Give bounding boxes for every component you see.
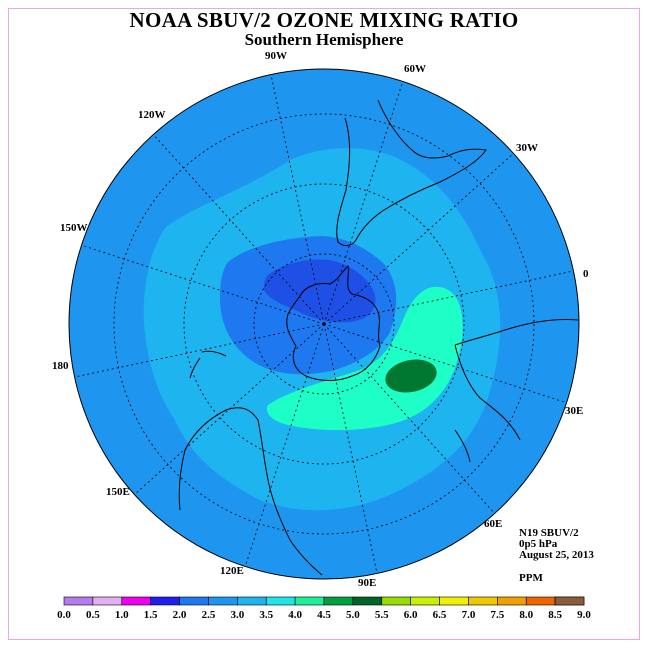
colorbar-segment <box>150 596 180 606</box>
colorbar-tick-label: 2.0 <box>172 609 187 621</box>
colorbar-segment <box>381 596 411 606</box>
ozone-region-3-5 <box>266 286 463 431</box>
lon-label-120e: 120E <box>220 565 244 577</box>
lon-label-150e: 150E <box>106 486 130 498</box>
colorbar-segment <box>179 596 209 606</box>
colorbar-tick-label: 3.5 <box>259 609 274 621</box>
colorbar-segment <box>294 596 325 606</box>
colorbar-tick-label: 4.0 <box>288 609 302 621</box>
colorbar-segment <box>121 596 151 606</box>
map-title: NOAA SBUV/2 OZONE MIXING RATIO <box>129 8 519 32</box>
lon-label-60w: 60W <box>404 63 426 75</box>
colorbar-segment <box>468 596 498 606</box>
colorbar-segment <box>525 596 556 606</box>
colorbar-tick-label: 9.0 <box>577 609 591 621</box>
colorbar-segment <box>497 596 527 606</box>
ozone-region-4-5 <box>385 359 437 393</box>
colorbar-tick-label: 1.5 <box>143 609 158 621</box>
colorbar-segment <box>323 596 354 606</box>
units-label: PPM <box>519 572 543 584</box>
colorbar-tick-label: 8.0 <box>519 609 534 621</box>
madagascar-coastline <box>454 429 471 463</box>
colorbar-segment <box>410 596 440 606</box>
colorbar-tick-label: 5.5 <box>374 609 389 621</box>
colorbar <box>63 596 585 606</box>
colorbar-tick-label: 3.0 <box>230 609 245 621</box>
australia-coastline <box>178 407 323 576</box>
satellite-label: N19 SBUV/2 <box>519 527 579 539</box>
antarctica-coastline <box>286 264 381 381</box>
colorbar-segment <box>237 596 267 606</box>
colorbar-segment <box>92 596 123 606</box>
colorbar-tick-label: 1.0 <box>114 609 129 621</box>
lon-label-90e: 90E <box>358 577 377 589</box>
lon-label-90w: 90W <box>265 50 287 62</box>
colorbar-tick-label: 4.5 <box>317 609 331 621</box>
lon-label-30w: 30W <box>516 142 538 154</box>
colorbar-segment <box>554 596 585 606</box>
lon-label-30e: 30E <box>565 405 584 417</box>
colorbar-tick-label: 6.0 <box>403 609 418 621</box>
lon-label-180: 180 <box>52 360 69 372</box>
colorbar-tick-label: 6.5 <box>432 609 447 621</box>
colorbar-tick-label: 0.5 <box>86 609 100 621</box>
colorbar-segment <box>265 596 296 606</box>
lon-label-150w: 150W <box>60 222 88 234</box>
colorbar-segment <box>439 596 469 606</box>
colorbar-tick-label: 8.5 <box>548 609 562 621</box>
africa-coastline <box>454 319 579 441</box>
colorbar-segment <box>208 596 238 606</box>
colorbar-tick-label: 0.0 <box>57 609 71 621</box>
level-label: 0p5 hPa <box>519 538 558 550</box>
map-subtitle: Southern Hemisphere <box>244 30 404 49</box>
date-label: August 25, 2013 <box>519 549 594 561</box>
colorbar-segment <box>352 596 383 606</box>
colorbar-tick-label: 2.5 <box>201 609 216 621</box>
new-zealand-coastline <box>189 350 227 379</box>
colorbar-tick-label: 5.0 <box>346 609 360 621</box>
lon-label-60e: 60E <box>484 518 503 530</box>
map-border <box>68 68 580 580</box>
figure-frame <box>8 8 640 640</box>
colorbar-segment <box>63 596 94 606</box>
lon-label-0: 0 <box>583 268 589 280</box>
colorbar-tick-label: 7.5 <box>490 609 505 621</box>
graticule-circles <box>113 113 535 535</box>
colorbar-tick-label: 7.0 <box>461 609 476 621</box>
south-america-coastline <box>336 99 487 247</box>
lon-label-120w: 120W <box>138 109 166 121</box>
